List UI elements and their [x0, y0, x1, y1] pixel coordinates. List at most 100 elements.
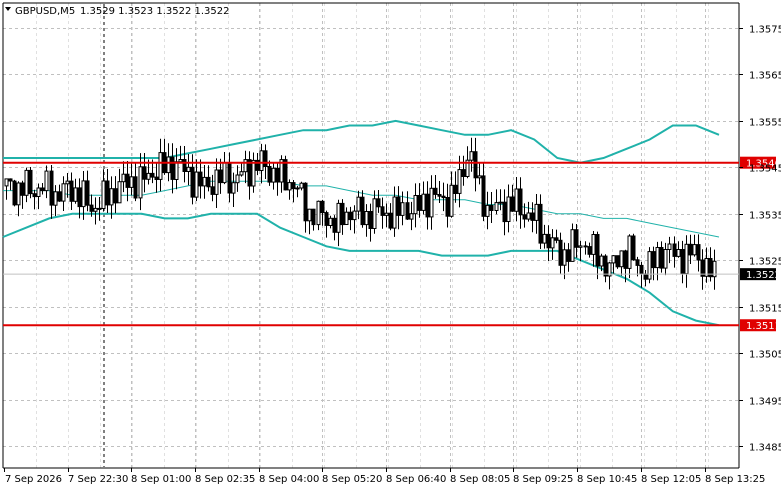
candle-body: [324, 212, 329, 226]
candle-body: [465, 159, 470, 177]
candle-body: [320, 200, 325, 214]
candle-body: [429, 187, 434, 218]
candle-body: [101, 180, 106, 209]
candle-body: [506, 196, 511, 222]
candle-body: [69, 180, 74, 202]
candle-body: [684, 243, 689, 275]
x-tick-label: 8 Sep 10:45: [577, 474, 637, 485]
y-tick-label: 1.3525: [749, 257, 781, 268]
candle-body: [259, 150, 264, 172]
horizontal-levels[interactable]: 1.3546 1.3511 1.3522: [3, 156, 781, 333]
candle-body: [587, 246, 592, 255]
candle-body: [81, 180, 86, 208]
candle-body: [170, 156, 175, 180]
candle-body: [457, 169, 462, 194]
candle-body: [44, 170, 49, 192]
candle-body: [368, 211, 373, 229]
candle-body: [615, 255, 620, 268]
x-tick-label: 8 Sep 02:35: [195, 474, 255, 485]
candle-body: [291, 182, 296, 190]
candle-body: [275, 167, 280, 183]
candle-body: [316, 200, 321, 226]
candle-body: [712, 260, 717, 278]
candle-body: [263, 150, 268, 168]
candle-body: [4, 178, 9, 187]
candle-body: [20, 182, 25, 196]
candle-body: [267, 166, 272, 183]
x-tick-label: 8 Sep 09:25: [513, 474, 573, 485]
candle-body: [206, 176, 211, 188]
candle-body: [133, 176, 138, 199]
y-tick-label: 1.3565: [749, 71, 781, 82]
candle-body: [364, 211, 369, 226]
candle-body: [166, 156, 171, 174]
candle-body: [583, 245, 588, 248]
y-tick-label: 1.3535: [749, 211, 781, 222]
candle-body: [611, 255, 616, 264]
candle-body: [174, 161, 179, 181]
candle-body: [348, 211, 353, 221]
candle-body: [360, 196, 365, 226]
candle-body: [295, 187, 300, 190]
candle-body: [65, 180, 70, 185]
candle-body: [522, 214, 527, 220]
candle-body: [142, 166, 147, 180]
candle-body: [542, 233, 547, 244]
candle-body: [566, 249, 571, 262]
candle-body: [287, 182, 292, 191]
candle-body: [150, 172, 155, 178]
candle-body: [117, 181, 122, 204]
candle-body: [121, 173, 126, 183]
candle-body: [178, 159, 183, 163]
candle-body: [413, 195, 418, 215]
candle-body: [437, 194, 442, 197]
candle-body: [235, 174, 240, 184]
candle-body: [32, 193, 37, 198]
candle-body: [453, 184, 458, 195]
candle-body: [510, 196, 515, 212]
candle-body: [558, 239, 563, 266]
candle-body: [518, 188, 523, 216]
candle-body: [696, 244, 701, 261]
candle-body: [603, 255, 608, 277]
y-tick-label: 1.3515: [749, 304, 781, 315]
x-tick-label: 8 Sep 08:05: [450, 474, 510, 485]
y-tick-label: 1.3495: [749, 397, 781, 408]
candle-body: [190, 166, 195, 198]
candle-body: [599, 255, 604, 267]
x-tick-label: 8 Sep 13:25: [705, 474, 765, 485]
candle-body: [129, 176, 134, 188]
y-tick-label: 1.3545: [749, 164, 781, 175]
middle-band-line: [3, 180, 720, 238]
candle-body: [405, 202, 410, 220]
candle-body: [396, 196, 401, 216]
candle-body: [623, 250, 628, 269]
candle-body: [676, 249, 681, 257]
candle-body: [449, 184, 454, 217]
candle-body: [708, 258, 713, 278]
candle-body: [477, 175, 482, 179]
candle-body: [24, 169, 29, 196]
candle-body: [218, 169, 223, 184]
candle-body: [36, 187, 41, 197]
candle-body: [655, 247, 660, 269]
candle-body: [53, 191, 58, 206]
candle-body: [222, 162, 227, 184]
candle-body: [433, 187, 438, 195]
candle-body: [631, 235, 636, 261]
y-tick-label: 1.3555: [749, 118, 781, 129]
dropdown-triangle-icon[interactable]: [5, 7, 11, 11]
candle-body: [663, 249, 668, 269]
y-tick-label: 1.3485: [749, 443, 781, 454]
candle-body: [198, 171, 203, 187]
candle-body: [502, 201, 507, 223]
y-tick-label: 1.3505: [749, 350, 781, 361]
candle-body: [619, 250, 624, 268]
candle-body: [534, 203, 539, 221]
ohlc-values: 1.3529 1.3523 1.3522 1.3522: [80, 6, 230, 17]
candle-body: [154, 176, 159, 181]
candle-body: [186, 166, 191, 173]
candle-body: [400, 202, 405, 216]
